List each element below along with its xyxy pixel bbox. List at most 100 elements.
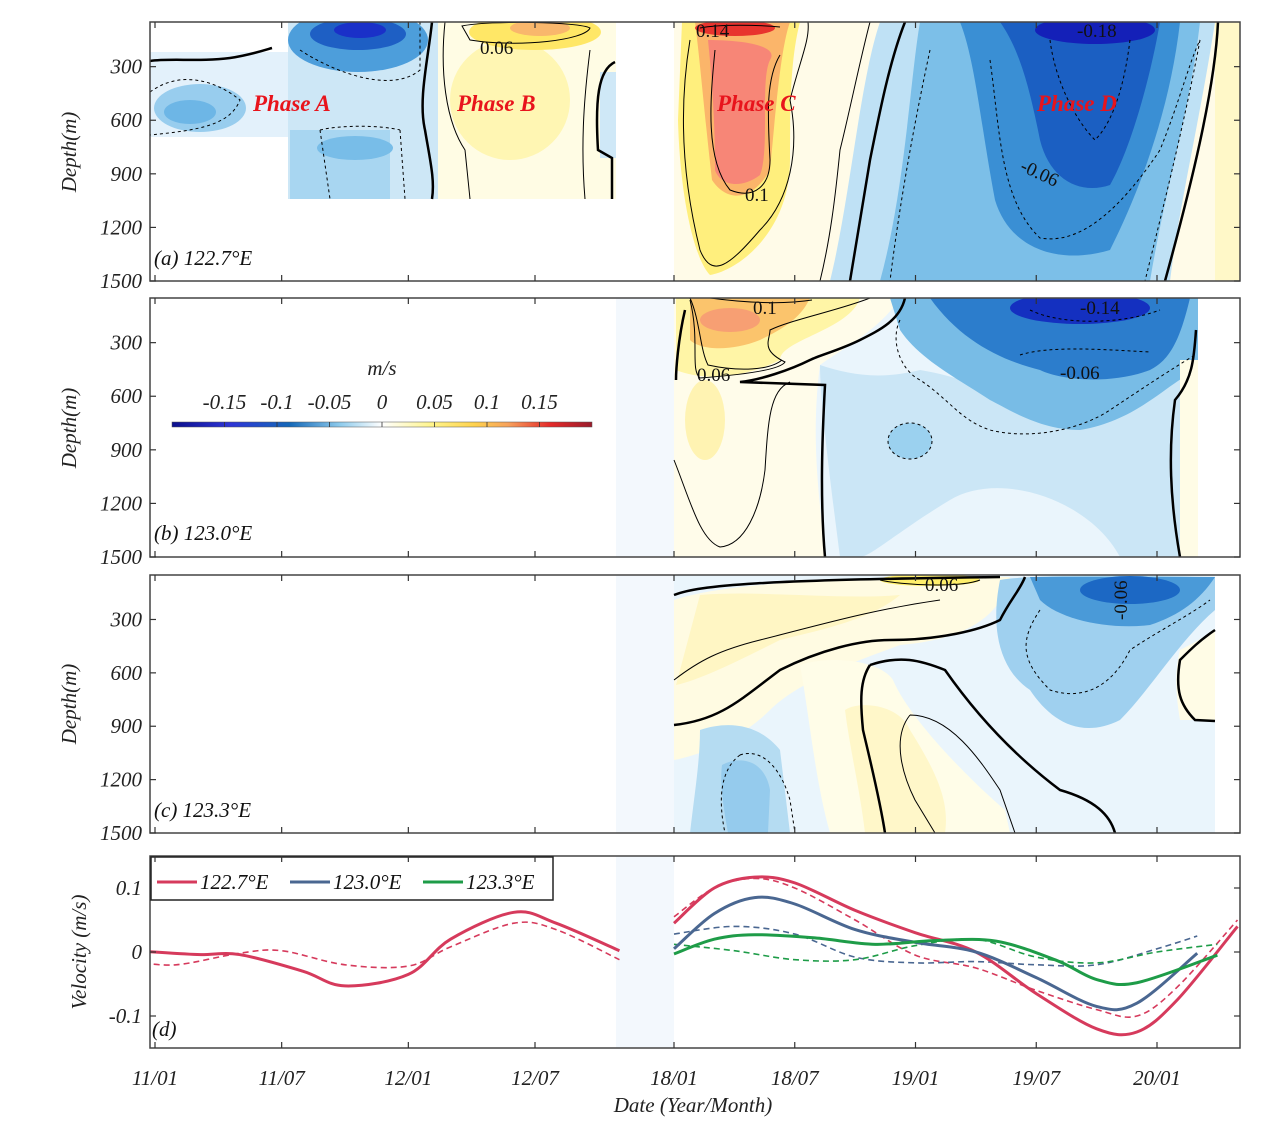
negative-contour [1049,39,1131,141]
contour-label: -0.18 [1077,21,1117,42]
y-tick-label: 1500 [100,821,143,845]
y-tick-label: 0.1 [116,876,142,900]
contour-label: 0.06 [925,575,958,596]
negative-contour [150,79,241,136]
legend-box [150,856,554,901]
series-line-1227-dashed [150,921,620,969]
phase-a-label: Phase A [252,91,331,116]
field-shade [1215,22,1240,281]
contour-label: 0.06 [480,38,513,59]
positive-contour [819,22,871,281]
panel-b-ylabel: Depth(m) [57,388,81,469]
panel-d: 0.1 0 -0.1 Velocity (m/s) (d) 122.7°E 123.… [67,855,1241,1049]
colorbar-tick-label: -0.1 [260,390,293,414]
series-line-1227-solid [672,875,1239,1037]
x-tick-label: 18/07 [771,1066,820,1090]
negative-contour [895,319,1196,435]
zero-contour [673,576,1027,727]
series-line-1227-solid [150,910,621,988]
x-tick-label: 18/01 [650,1066,698,1090]
zero-contour [595,60,616,199]
zero-contour [673,575,1001,597]
y-tick-label: 1200 [100,768,143,792]
x-axis-title: Date (Year/Month) [613,1093,772,1117]
field-shade [600,72,616,158]
field-shade [721,760,770,833]
colorbar-tick-label: 0.15 [521,390,558,414]
panel-a-yticks: 300 600 900 1200 1500 [100,55,1240,293]
negative-contour [989,39,1201,240]
y-tick-label: 600 [111,384,143,408]
field-shade [708,40,772,185]
y-tick-label: 300 [110,331,143,355]
negative-contour [1025,599,1211,695]
colorbar: m/s -0.15 -0.1 -0.05 0 0.05 0.1 0.15 [171,356,593,428]
field-shade [1035,22,1155,44]
colorbar-tick-label: -0.05 [308,390,352,414]
x-tick-label: 12/07 [511,1066,560,1090]
y-tick-label: 600 [111,661,143,685]
zero-contour [421,22,435,200]
positive-contour [709,298,813,304]
gap-shade [616,575,674,833]
positive-contour [673,599,941,681]
colorbar-tick-label: 0.05 [416,390,453,414]
colorbar-tick-label: 0.1 [474,390,500,414]
field-shade [450,40,570,160]
gap-shade [616,856,674,1048]
x-tick-label: 19/07 [1012,1066,1061,1090]
colorbar-ticks: -0.15 -0.1 -0.05 0 0.05 0.1 0.15 [203,390,558,427]
panel-d-yticks: 0.1 0 -0.1 [109,876,1240,1028]
negative-contour [299,22,421,81]
positive-contour [899,714,1016,833]
field-shade [510,22,570,36]
negative-contour [1019,309,1161,356]
contour-label: -0.06 [1060,363,1100,384]
positive-contour [673,381,791,548]
panel-d-label: (d) [152,1017,177,1041]
panel-b-label: (b) 123.0°E [154,521,252,545]
panel-c-frame [149,574,1241,834]
field-shade [1080,576,1180,604]
negative-contour [889,39,1201,281]
zero-contour [674,309,687,381]
y-tick-label: 900 [111,714,143,738]
negative-contour [319,125,406,200]
positive-contour [689,298,871,379]
field-shade [700,308,760,332]
contour-label: 0.1 [745,185,769,206]
series-line-1233-dashed [673,937,1218,964]
x-tick-label: 11/01 [132,1066,178,1090]
y-tick-label: 900 [111,438,143,462]
y-tick-label: 900 [111,162,143,186]
panel-d-ylabel: Velocity (m/s) [67,895,91,1010]
panel-b-field [616,298,1198,557]
series-line-1230-dashed [673,925,1198,967]
field-shade [1010,298,1150,324]
positive-contour [689,298,783,370]
panel-a-ylabel: Depth(m) [57,112,81,193]
field-shade [685,380,725,460]
y-tick-label: 300 [110,55,143,79]
colorbar-title: m/s [367,356,396,380]
x-tick-label: 19/01 [892,1066,940,1090]
zero-contour [739,298,907,557]
panel-d-series [150,875,1239,1037]
panel-a: Phase A Phase B Phase C Phase D 0.06 0.1… [57,21,1241,293]
panel-b-yticks: 300 600 900 1200 1500 [100,331,1240,569]
y-tick-label: 1500 [100,269,143,293]
no-data [150,22,288,48]
phase-c-label: Phase C [716,91,796,116]
panel-c-label: (c) 123.3°E [154,798,251,822]
y-tick-label: 0 [132,940,143,964]
field-shade [676,593,900,685]
positive-contour [879,579,981,586]
contour-label: -0.14 [1080,298,1120,319]
zero-contour [1169,329,1198,557]
x-tick-label: 20/01 [1133,1066,1181,1090]
contour-label: 0.06 [697,365,730,386]
field-shade [164,100,216,124]
field-shade [888,423,932,459]
zero-contour [1163,22,1220,281]
panel-b-frame [149,297,1241,558]
